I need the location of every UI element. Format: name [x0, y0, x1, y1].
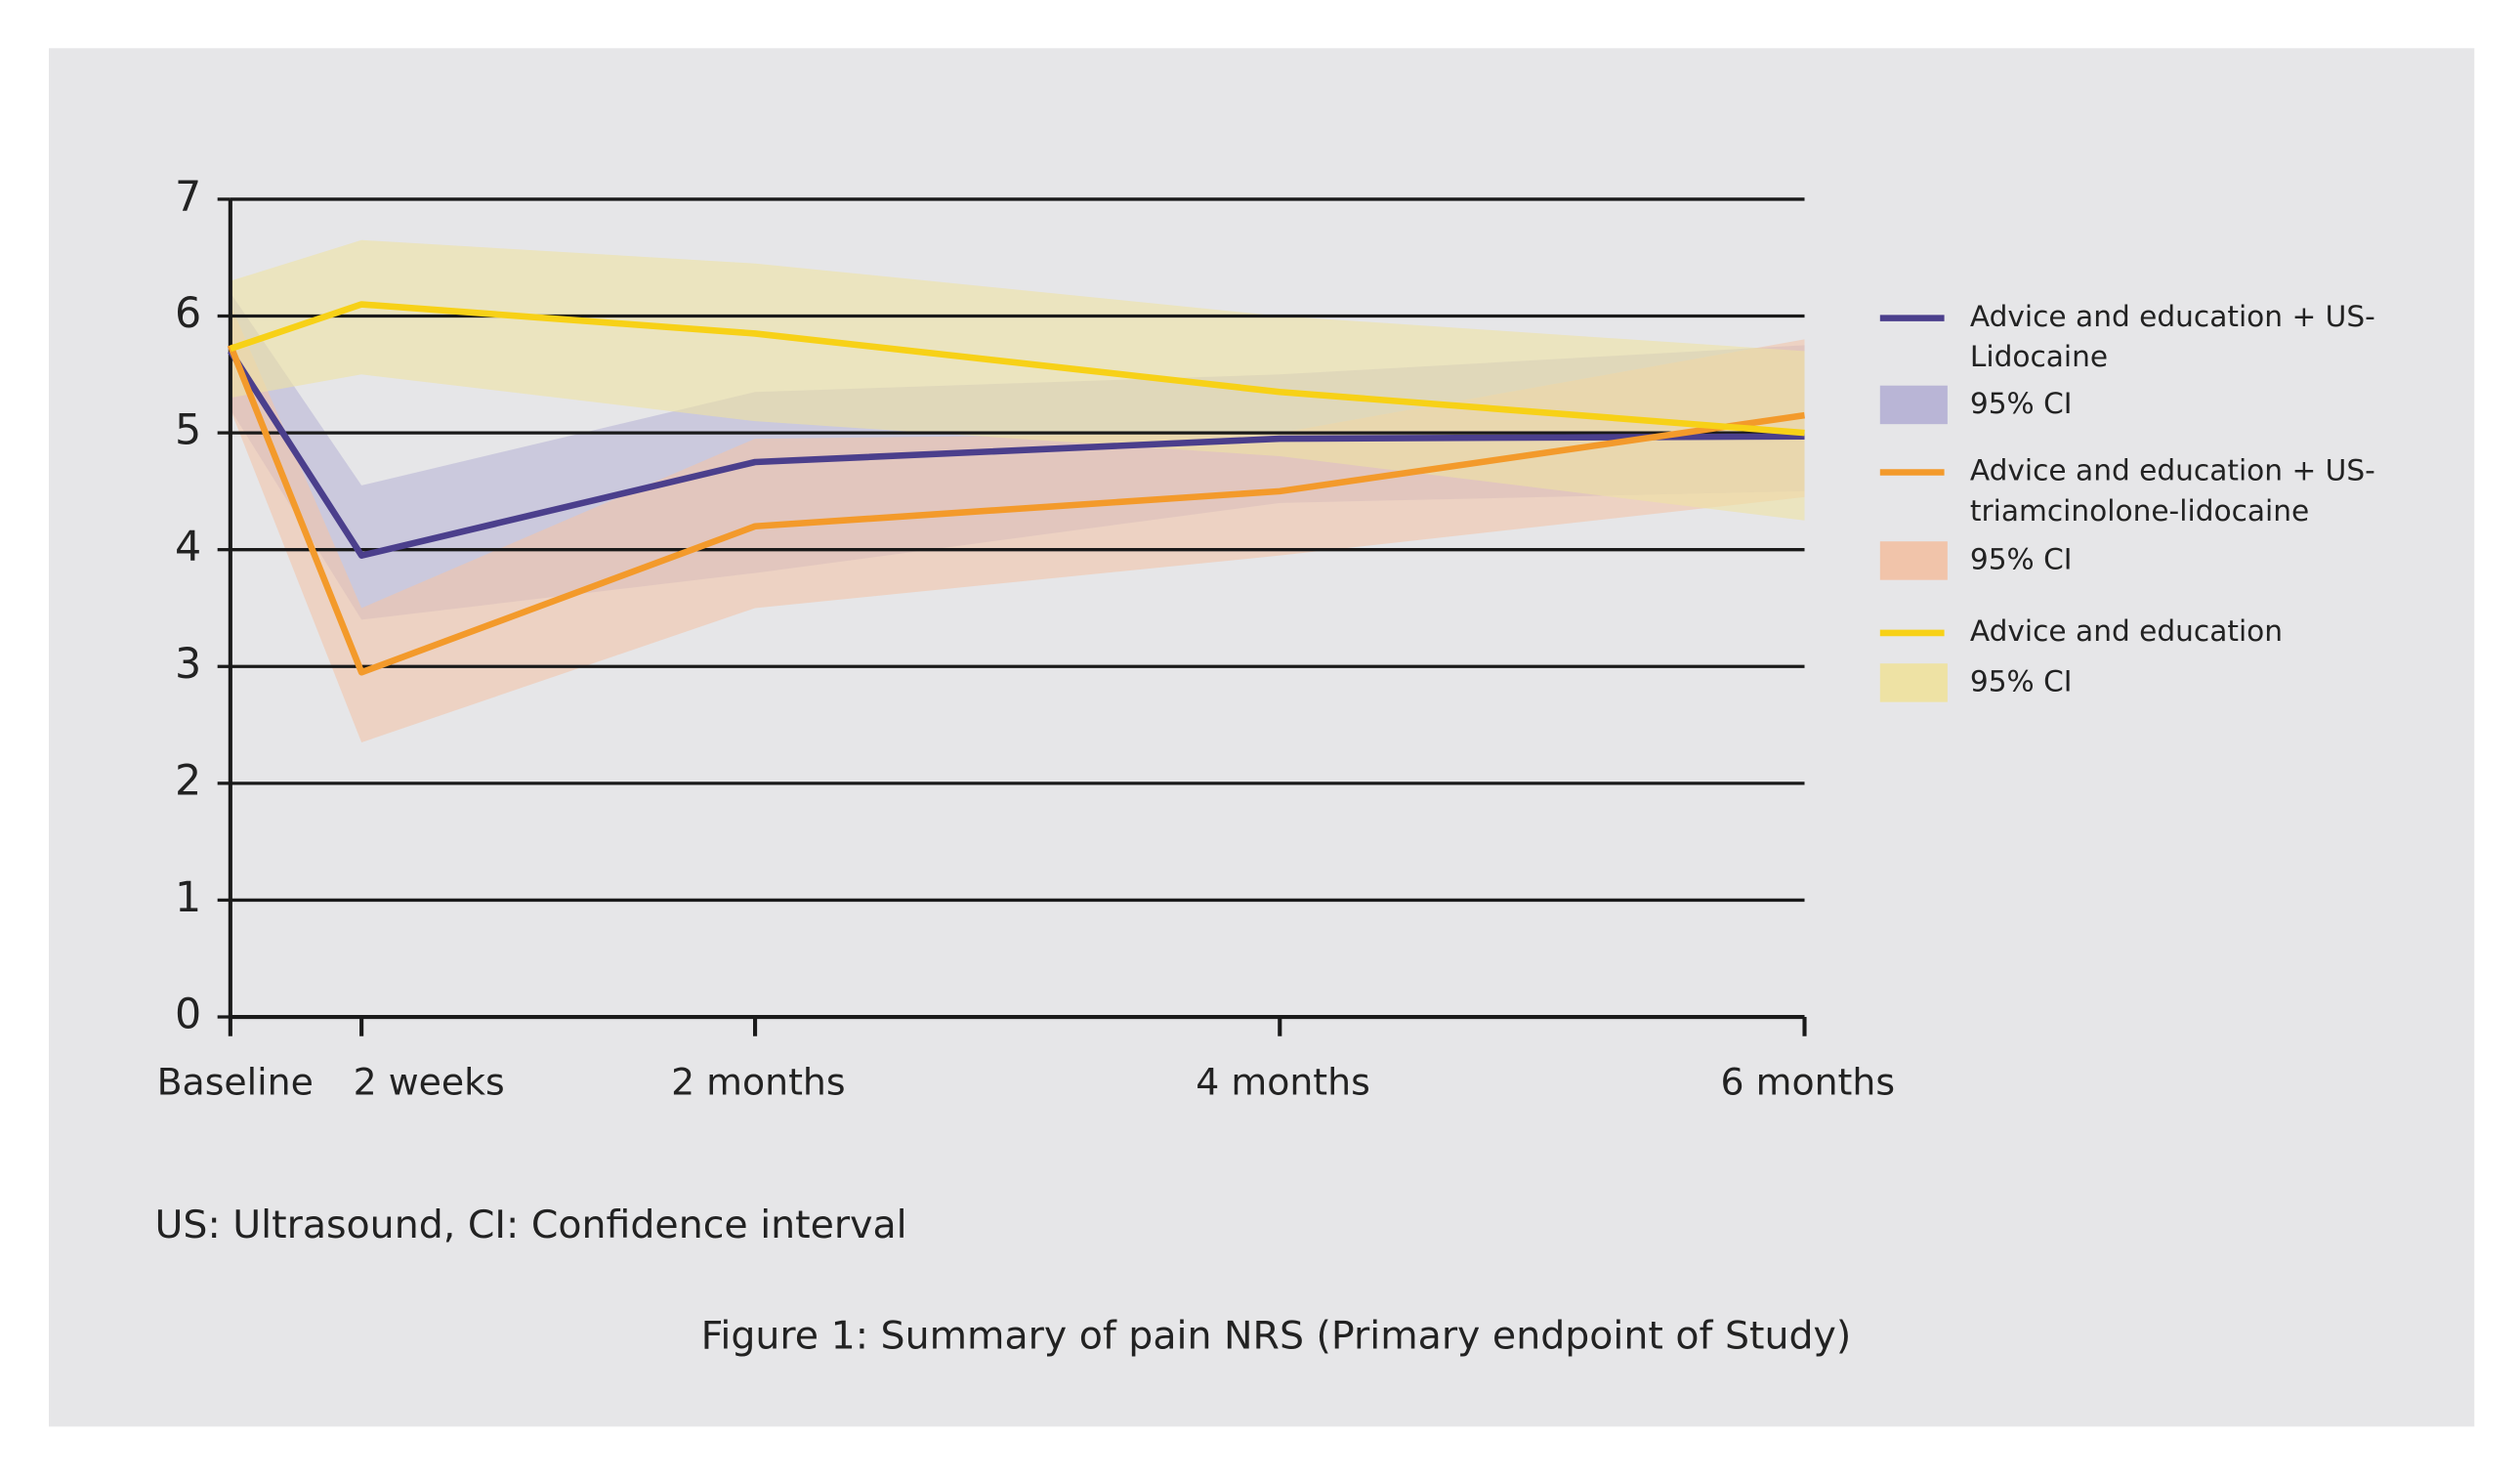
legend-swatch-band — [1879, 385, 1948, 425]
legend-text: Advice and education + US-triamcinolone-… — [1969, 454, 2375, 529]
ci-band — [230, 239, 1805, 521]
x-tick-label: Baseline — [157, 1061, 314, 1104]
legend-ci-label: 95% CI — [1970, 664, 2073, 697]
x-tick-label: 6 months — [1721, 1061, 1896, 1104]
y-tick-label: 4 — [175, 523, 201, 571]
legend-ci-label: 95% CI — [1970, 387, 2073, 420]
y-tick-label: 1 — [175, 873, 201, 922]
series-line — [227, 344, 1805, 676]
series-line — [228, 349, 1805, 559]
y-tick-label: 7 — [175, 172, 201, 221]
y-tick-label: 3 — [175, 640, 201, 689]
legend-label: Advice and education + US-triamcinolone-… — [1969, 454, 2375, 529]
legend-text: Advice and education — [1969, 614, 2284, 650]
legend-swatch-band — [1879, 663, 1948, 702]
y-tick-label: 0 — [175, 991, 201, 1039]
note: US: Ultrasound, CI: Confidence interval — [155, 1203, 907, 1247]
x-tick-label: 2 weeks — [354, 1061, 505, 1104]
series-line — [229, 301, 1805, 437]
legend-label: Advice and education + US-Lidocaine — [1969, 300, 2375, 375]
x-tick-label: 2 months — [671, 1061, 846, 1104]
legend-ci-label: 95% CI — [1970, 542, 2073, 575]
caption: Figure 1: Summary of pain NRS (Primary e… — [701, 1313, 1852, 1358]
y-tick-label: 2 — [175, 756, 201, 805]
legend-text: Advice and education + US-Lidocaine — [1969, 300, 2375, 375]
legend-label: Advice and education — [1969, 614, 2284, 650]
y-tick-label: 5 — [175, 406, 201, 455]
x-tick-label: 4 months — [1196, 1061, 1370, 1104]
y-tick-label: 6 — [175, 289, 201, 338]
legend-swatch-band — [1879, 541, 1948, 580]
